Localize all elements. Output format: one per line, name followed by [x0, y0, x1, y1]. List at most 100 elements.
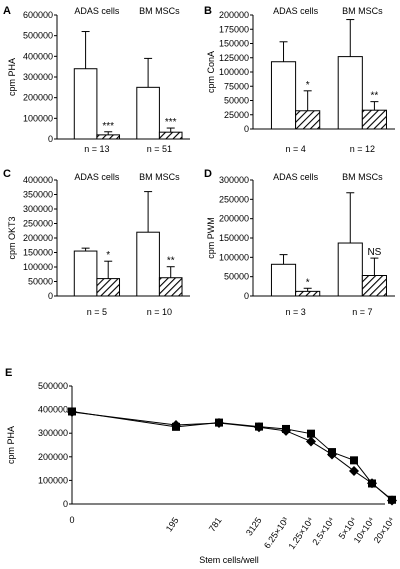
group-label: ADAS cells — [273, 172, 319, 182]
series-diamond — [67, 406, 397, 506]
significance-label: * — [106, 250, 110, 261]
y-axis-label: cpm OKT3 — [7, 216, 17, 259]
group-label: ADAS cells — [74, 6, 120, 16]
y-tick-label: 200000 — [23, 93, 53, 103]
group-label: BM MSCs — [342, 6, 383, 16]
bar-open — [337, 242, 363, 297]
data-point-square — [328, 448, 336, 457]
y-tick-label: 300000 — [23, 72, 53, 82]
n-label: n = 3 — [285, 307, 305, 317]
data-point-square — [172, 422, 180, 431]
y-tick-label: 600000 — [23, 10, 53, 20]
y-tick-label: 100000 — [38, 475, 68, 485]
x-tick-label: 781 — [207, 515, 224, 533]
data-point-square — [255, 422, 263, 431]
y-tick-label: 200000 — [219, 10, 249, 20]
bar-open — [73, 250, 98, 297]
y-tick-label: 50000 — [224, 272, 249, 282]
x-tick-label: 20×10⁴ — [372, 515, 397, 545]
n-label: n = 12 — [350, 144, 375, 154]
significance-label: *** — [165, 117, 177, 128]
bar-hatched — [295, 110, 321, 130]
y-tick-label: 0 — [48, 134, 53, 144]
bar-hatched — [158, 277, 183, 297]
bar-open — [337, 56, 363, 130]
data-point-square — [388, 495, 396, 504]
x-tick-label: 195 — [164, 515, 181, 533]
x-tick-label: 3125 — [244, 515, 264, 537]
panel-e: E 0 100000 200000 300000 400000 500000 cpm PHA 0… — [5, 367, 397, 565]
y-axis-label: cpm ConA — [206, 51, 216, 93]
panel-letter: B — [204, 5, 212, 17]
bar-hatched — [361, 275, 387, 297]
panel-d: D 0 50000 100000 150000 200000 250000 300000 cpm… — [204, 168, 395, 317]
panel-b: B 0 25000 50000 75000 100000 125000 150000 17500… — [204, 5, 395, 154]
y-tick-label: 75000 — [224, 81, 249, 91]
n-label: n = 7 — [352, 307, 372, 317]
significance-label: *** — [102, 121, 114, 132]
bar-open — [136, 86, 160, 140]
panel-letter: E — [5, 367, 12, 379]
y-tick-label: 50000 — [224, 96, 249, 106]
n-label: n = 13 — [84, 144, 109, 154]
y-tick-label: 400000 — [23, 51, 53, 61]
y-tick-label: 300000 — [219, 175, 249, 185]
significance-label: * — [306, 80, 310, 91]
y-tick-label: 125000 — [219, 53, 249, 63]
data-point-diamond — [306, 436, 316, 447]
y-tick-label: 250000 — [219, 194, 249, 204]
y-tick-label: 400000 — [38, 405, 68, 415]
data-point-square — [68, 407, 76, 416]
group-label: ADAS cells — [74, 172, 120, 182]
n-label: n = 4 — [285, 144, 305, 154]
y-axis-label: cpm PHA — [7, 58, 17, 96]
y-axis-label: cpm PWM — [206, 217, 216, 259]
series-line — [71, 410, 393, 501]
y-tick-label: 300000 — [38, 428, 68, 438]
y-tick-label: 150000 — [219, 233, 249, 243]
bar-hatched — [96, 278, 121, 297]
y-tick-label: 300000 — [23, 204, 53, 214]
series-line — [71, 411, 393, 501]
y-tick-label: 0 — [63, 499, 68, 509]
n-label: n = 51 — [147, 144, 172, 154]
bar-open — [73, 68, 98, 140]
y-tick-label: 100000 — [219, 67, 249, 77]
panel-letter: D — [204, 168, 212, 180]
data-point-square — [215, 418, 223, 427]
data-point-square — [282, 424, 290, 433]
y-tick-label: 175000 — [219, 24, 249, 34]
n-label: n = 10 — [147, 307, 172, 317]
bar-hatched — [361, 109, 387, 130]
significance-label: NS — [367, 247, 381, 258]
group-label: BM MSCs — [342, 172, 383, 182]
y-tick-label: 500000 — [38, 381, 68, 391]
x-tick-label: 1.25×10⁴ — [286, 515, 315, 551]
significance-label: * — [306, 277, 310, 288]
x-tick-label: 0 — [69, 515, 74, 525]
group-label: BM MSCs — [139, 6, 180, 16]
y-tick-label: 400000 — [23, 175, 53, 185]
series-square — [68, 407, 396, 504]
data-point-diamond — [349, 465, 359, 476]
significance-label: ** — [167, 256, 175, 267]
panel-letter: C — [3, 168, 11, 180]
y-tick-label: 250000 — [23, 219, 53, 229]
panel-letter: A — [3, 5, 11, 17]
bar-open — [270, 61, 297, 130]
group-label: BM MSCs — [139, 172, 180, 182]
y-tick-label: 350000 — [23, 190, 53, 200]
y-tick-label: 500000 — [23, 31, 53, 41]
y-tick-label: 200000 — [38, 452, 68, 462]
y-tick-label: 50000 — [28, 277, 53, 287]
bar-open — [270, 263, 297, 297]
y-tick-label: 100000 — [219, 252, 249, 262]
x-axis-label: Stem cells/well — [199, 555, 259, 565]
x-tick-label: 2.5×10⁴ — [310, 515, 336, 547]
y-tick-label: 200000 — [219, 214, 249, 224]
bar-hatched — [96, 134, 121, 140]
n-label: n = 5 — [87, 307, 107, 317]
bar-hatched — [158, 131, 183, 140]
bar-open — [136, 231, 160, 297]
